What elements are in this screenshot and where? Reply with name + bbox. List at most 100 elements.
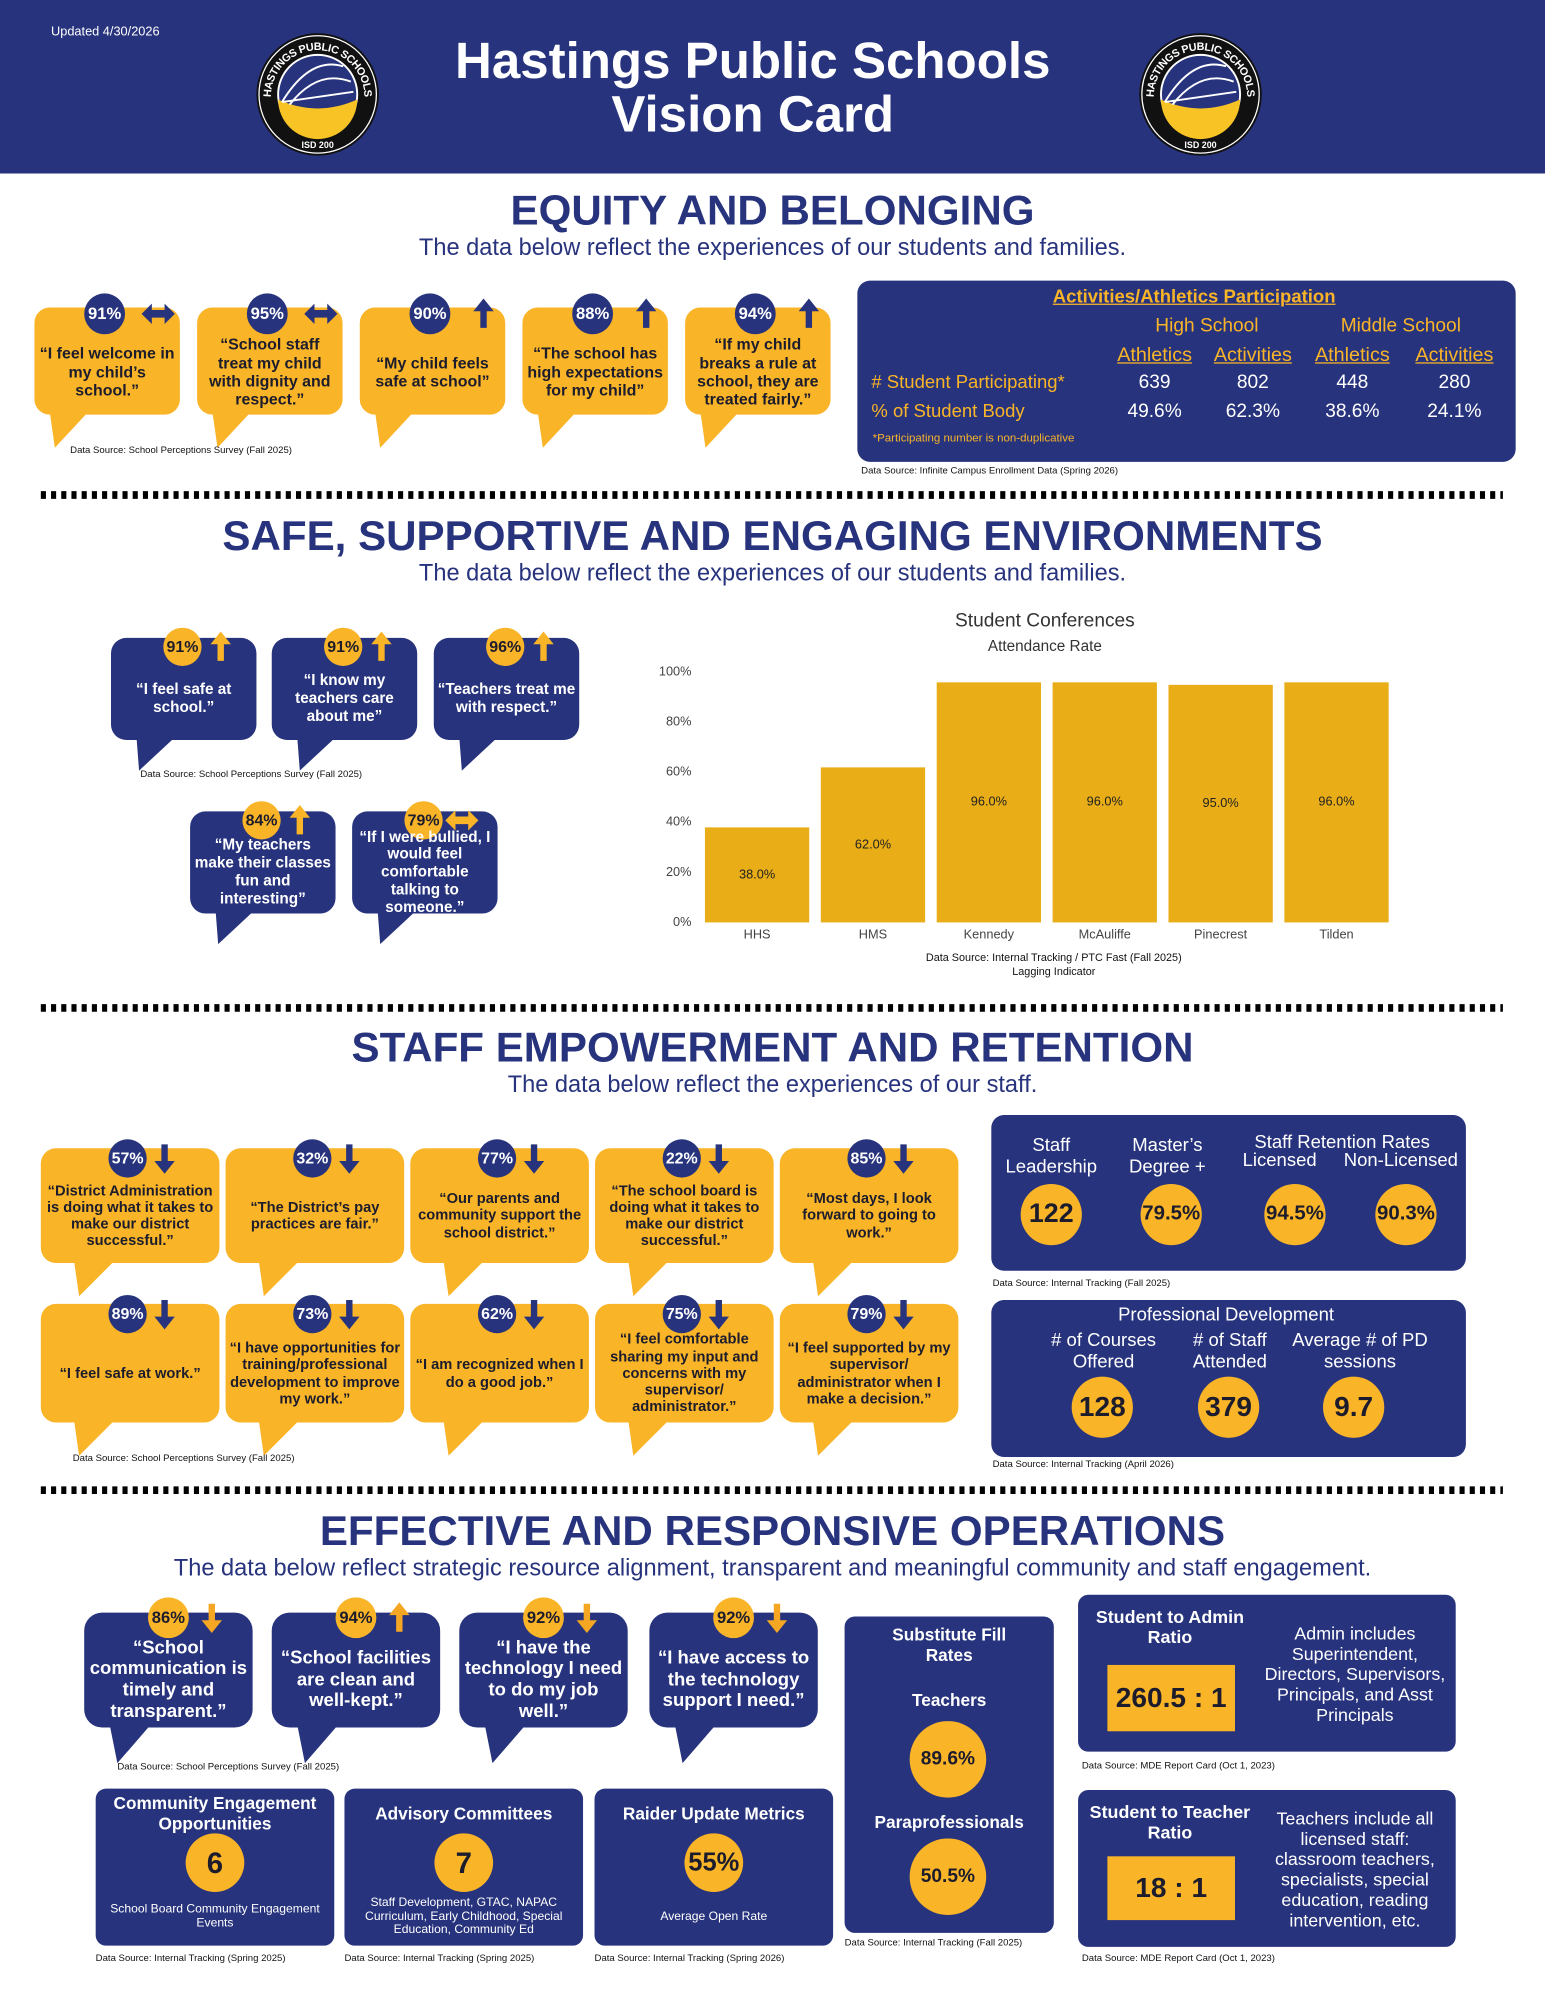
- speech-bubble: [459, 1612, 628, 1728]
- data-source: Data Source: Internal Tracking (Spring 2…: [344, 1951, 535, 1964]
- percent-label: 89%: [111, 1304, 144, 1323]
- bubble-tail: [375, 412, 414, 448]
- metric-badge: [1020, 1183, 1082, 1246]
- quote-text: “If I were bullied, I would feel comfort…: [359, 827, 491, 916]
- trend-arrow: [304, 303, 338, 325]
- section-heading: STAFF EMPOWERMENT AND RETENTION: [351, 1023, 1194, 1071]
- bubble-tail: [258, 1260, 300, 1297]
- quote-text: “The District’s pay practices are fair.”: [250, 1200, 380, 1233]
- bar: [1168, 684, 1273, 923]
- page-title: Vision Card: [611, 86, 895, 143]
- column-header: Athletics: [1117, 344, 1192, 367]
- percent-label: 91%: [327, 637, 360, 656]
- section-subtitle: The data below reflect strategic resourc…: [173, 1554, 1372, 1582]
- percent-badge: [293, 1139, 332, 1178]
- panel-note: *Participating number is non-duplicative: [872, 431, 1075, 444]
- speech-bubble: [649, 1612, 818, 1728]
- table-cell: 62.3%: [1225, 401, 1280, 423]
- x-tick-label: McAuliffe: [1079, 927, 1131, 942]
- metric-value: 50.5%: [920, 1865, 976, 1888]
- bar: [704, 827, 810, 923]
- chart-title: Student Conferences: [955, 610, 1135, 631]
- data-source: Data Source: School Perceptions Survey (…: [140, 767, 363, 780]
- trend-arrow: [339, 1300, 360, 1330]
- quote-text: “I know my teachers care about me”: [295, 671, 394, 725]
- section-subtitle: The data below reflect the experiences o…: [418, 233, 1127, 261]
- metric-label: Staff Leadership: [1005, 1135, 1098, 1178]
- percent-badge: [246, 293, 288, 335]
- logo-river: [278, 99, 358, 140]
- bubble-tail: [212, 412, 251, 448]
- value-label: 38.0%: [739, 866, 775, 881]
- percent-badge: [108, 1294, 147, 1334]
- metric-label: Licensed: [1242, 1150, 1317, 1171]
- percent-label: 22%: [665, 1149, 698, 1168]
- column-group: Middle School: [1340, 315, 1461, 338]
- value-label: 96.0%: [1318, 794, 1354, 809]
- metric-badge: [909, 1721, 987, 1798]
- percent-badge: [163, 627, 202, 666]
- percent-label: 94%: [738, 303, 772, 323]
- panel-title: Community Engagement Opportunities: [113, 1794, 317, 1834]
- column-header: Activities: [1415, 344, 1494, 367]
- percent-label: 91%: [166, 637, 199, 656]
- bubble-tail: [628, 1260, 670, 1297]
- ratio-value-box: [1107, 1856, 1235, 1921]
- data-source: Data Source: Infinite Campus Enrollment …: [861, 463, 1119, 476]
- quote-text: “I feel welcome in my child’s school.”: [39, 345, 175, 400]
- speech-bubble: [40, 1303, 220, 1423]
- quote-text: “My teachers make their classes fun and …: [194, 836, 331, 907]
- quote-text: “School facilities are clean and well-ke…: [280, 1648, 432, 1712]
- bar: [936, 682, 1042, 923]
- panel-title: Raider Update Metrics: [622, 1804, 805, 1824]
- bubble-tail: [297, 1724, 339, 1764]
- quote-text: “I feel safe at work.”: [59, 1366, 201, 1382]
- quote-text: “I feel supported by my supervisor/ admi…: [787, 1340, 951, 1407]
- column-group: High School: [1155, 315, 1259, 338]
- metric-value: 379: [1205, 1391, 1253, 1423]
- x-tick-label: Pinecrest: [1194, 927, 1248, 942]
- speech-bubble: [779, 1303, 959, 1423]
- table-cell: 38.6%: [1325, 401, 1380, 423]
- retention-panel: [991, 1115, 1466, 1271]
- speech-bubble: [34, 307, 180, 415]
- percent-label: 84%: [245, 811, 278, 830]
- section-subtitle: The data below reflect the experiences o…: [507, 1070, 1038, 1098]
- bubble-tail: [700, 412, 739, 448]
- speech-bubble: [410, 1148, 589, 1264]
- percent-badge: [486, 627, 525, 666]
- panel-title: Professional Development: [1118, 1304, 1335, 1326]
- panel-caption: Average Open Rate: [660, 1909, 768, 1924]
- participation-panel: [857, 280, 1516, 462]
- x-tick-label: Tilden: [1319, 927, 1353, 942]
- percent-badge: [572, 293, 614, 335]
- metric-label: Non-Licensed: [1343, 1150, 1458, 1171]
- ratio-value-box: [1107, 1664, 1235, 1732]
- x-tick-label: HHS: [744, 927, 771, 942]
- trend-arrow: [371, 631, 392, 661]
- metric-value: 89.6%: [920, 1748, 976, 1771]
- percent-label: 90%: [413, 303, 447, 323]
- bubble-tail: [215, 910, 254, 945]
- panel-note: Admin includes Superintendent, Directors…: [1264, 1622, 1446, 1726]
- bubble-tail: [73, 1419, 115, 1456]
- trend-arrow: [154, 1300, 175, 1330]
- percent-label: 79%: [850, 1304, 883, 1323]
- y-tick-label: 40%: [666, 814, 692, 829]
- quote-text: “If my child breaks a rule at school, th…: [697, 335, 819, 409]
- quote-text: “Teachers treat me with respect.”: [437, 680, 576, 716]
- speech-bubble: [595, 1148, 774, 1264]
- table-cell: 448: [1336, 371, 1369, 394]
- quote-text: “I feel safe at school.”: [136, 680, 232, 716]
- group-label: Staff Retention Rates: [1254, 1132, 1430, 1153]
- bubble-tail: [443, 1260, 485, 1297]
- trend-arrow: [523, 1300, 545, 1330]
- data-source: Data Source: School Perceptions Survey (…: [117, 1760, 340, 1772]
- logo-rim: [1141, 35, 1260, 154]
- metric-value: 94.5%: [1266, 1202, 1324, 1225]
- trend-arrow: [766, 1603, 788, 1634]
- data-source: Data Source: Internal Tracking (Spring 2…: [95, 1951, 286, 1964]
- ratio-value: 260.5 : 1: [1115, 1681, 1227, 1714]
- trend-arrow: [141, 303, 175, 325]
- quote-text: “The school board is doing what it takes…: [609, 1183, 760, 1250]
